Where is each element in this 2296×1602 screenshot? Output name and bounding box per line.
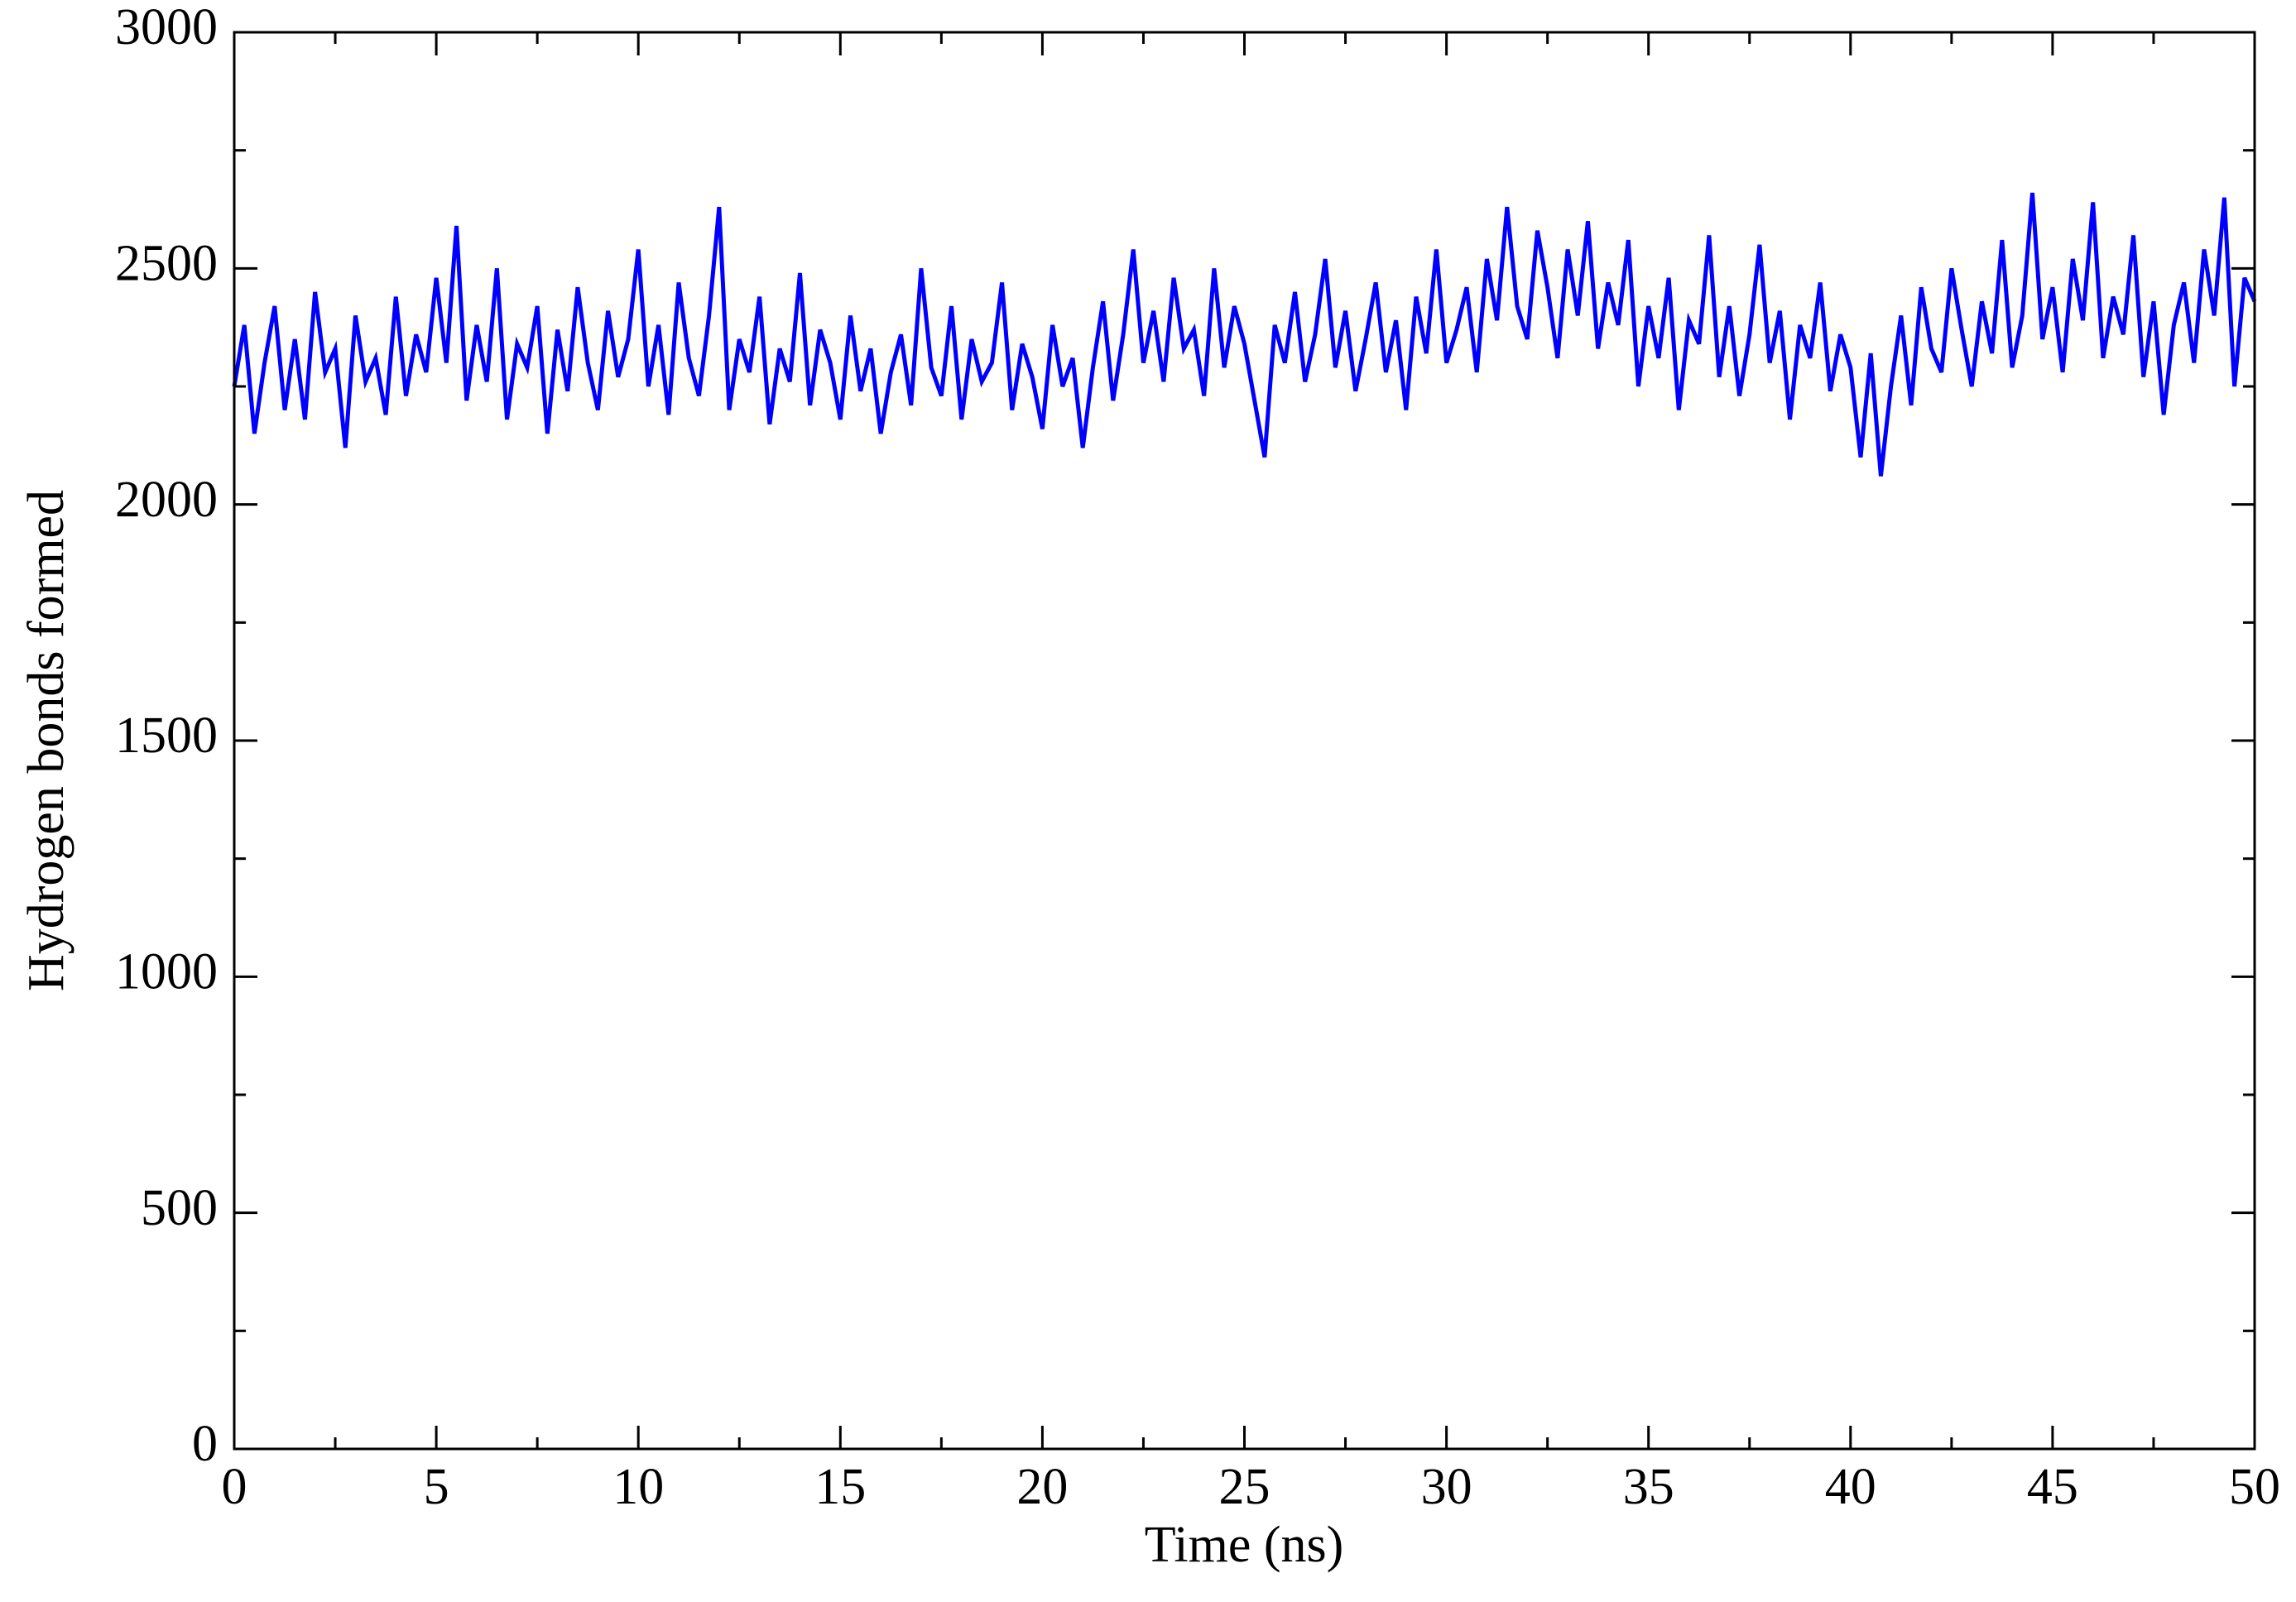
x-tick-label: 5 bbox=[424, 1459, 449, 1515]
y-tick-label: 1500 bbox=[115, 707, 218, 764]
x-tick-label: 40 bbox=[1825, 1459, 1876, 1515]
y-tick-label: 500 bbox=[141, 1180, 218, 1236]
x-tick-label: 0 bbox=[222, 1459, 247, 1515]
x-tick-label: 50 bbox=[2229, 1459, 2280, 1515]
x-tick-label: 45 bbox=[2027, 1459, 2078, 1515]
x-tick-label: 15 bbox=[814, 1459, 866, 1515]
y-tick-label: 2000 bbox=[115, 472, 218, 528]
x-tick-label: 25 bbox=[1219, 1459, 1270, 1515]
y-tick-label: 1000 bbox=[115, 944, 218, 1000]
x-tick-label: 10 bbox=[612, 1459, 664, 1515]
y-tick-label: 3000 bbox=[115, 0, 218, 55]
x-axis-title: Time (ns) bbox=[1145, 1517, 1344, 1573]
plot-frame bbox=[233, 31, 2256, 1451]
x-tick-label: 20 bbox=[1016, 1459, 1068, 1515]
x-tick-label: 35 bbox=[1623, 1459, 1674, 1515]
x-tick-label: 30 bbox=[1421, 1459, 1472, 1515]
y-tick-label: 0 bbox=[192, 1416, 218, 1472]
y-tick-label: 2500 bbox=[115, 236, 218, 292]
data-line bbox=[232, 192, 2257, 477]
y-axis-title: Hydrogen bonds formed bbox=[18, 490, 74, 991]
